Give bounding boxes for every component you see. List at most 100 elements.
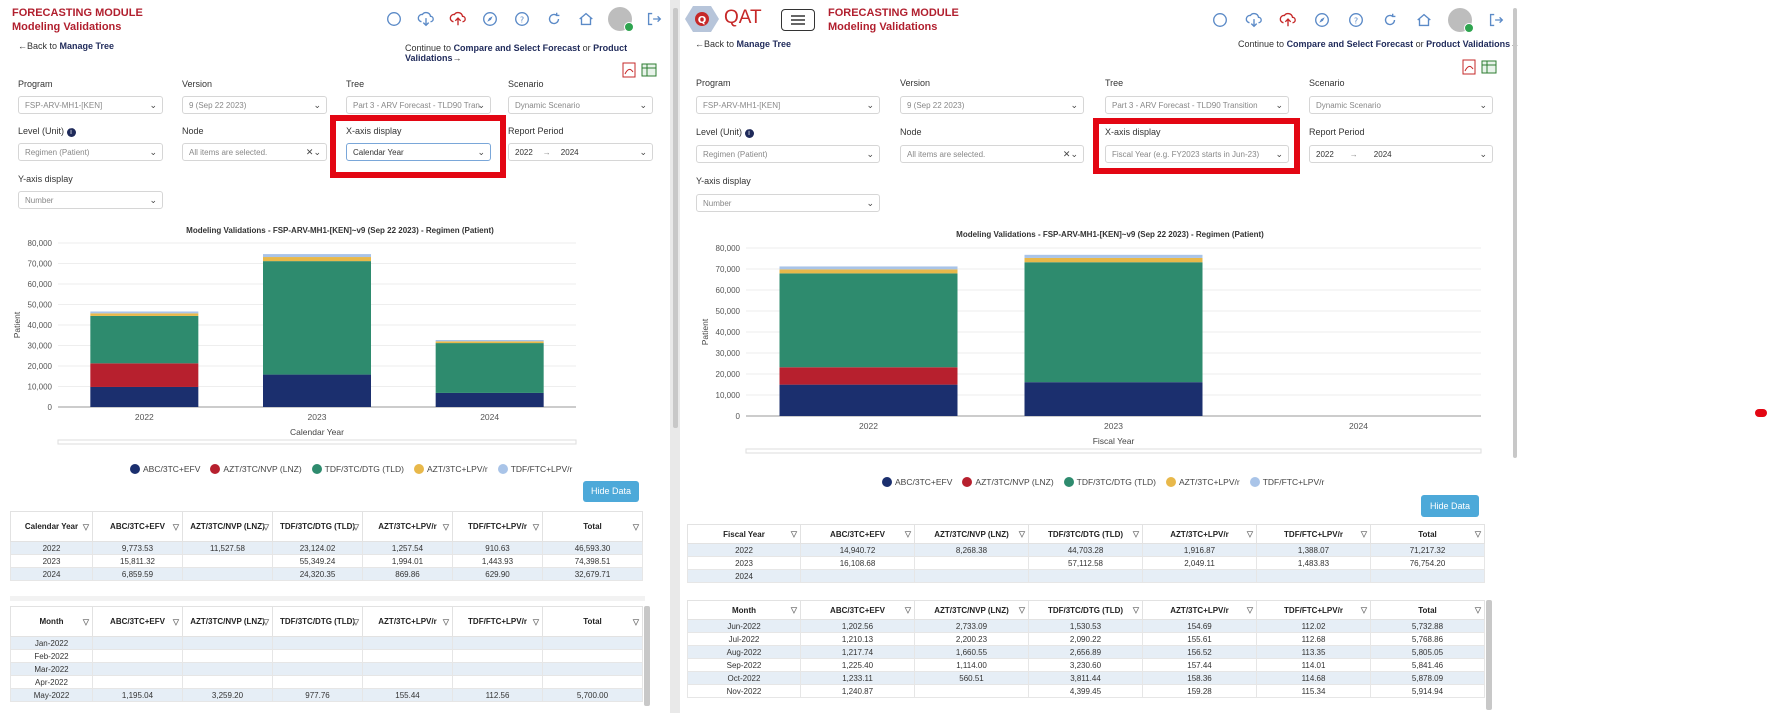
csv-export-icon[interactable] [1481, 60, 1497, 79]
logout-icon[interactable] [644, 9, 664, 29]
column-header[interactable]: ABC/3TC+EFV ▽ [800, 600, 915, 620]
filter-icon[interactable]: ▽ [1246, 529, 1253, 539]
filter-icon[interactable]: ▽ [1474, 529, 1481, 539]
table-row[interactable]: Jul-2022 1,210.13 2,200.23 2,090.22 155.61 11… [687, 632, 1485, 646]
compare-select-link[interactable]: Compare and Select Forecast [453, 43, 581, 53]
cloud-download-icon[interactable] [1244, 10, 1264, 30]
column-header[interactable]: TDF/FTC+LPV/r ▽ [1256, 600, 1371, 620]
filter-icon[interactable]: ▽ [172, 617, 179, 626]
table-row[interactable]: May-2022 1,195.04 3,259.20 977.76 155.44 112.… [10, 688, 643, 702]
table-row[interactable]: Mar-2022 [10, 662, 643, 676]
filter-icon[interactable]: ▽ [82, 522, 89, 531]
table-row[interactable]: 2024 [687, 569, 1485, 583]
column-header[interactable]: ABC/3TC+EFV ▽ [92, 511, 183, 542]
filter-icon[interactable]: ▽ [172, 522, 179, 531]
table-row[interactable]: 2023 15,811.32 55,349.24 1,994.01 1,443.93 74… [10, 554, 643, 568]
legend-item[interactable]: TDF/FTC+LPV/r [497, 464, 572, 474]
hide-data-button[interactable]: Hide Data [1421, 495, 1479, 517]
filter-icon[interactable]: ▽ [1018, 605, 1025, 615]
column-header[interactable]: ABC/3TC+EFV ▽ [800, 524, 915, 544]
table-row[interactable]: Aug-2022 1,217.74 1,660.55 2,656.89 156.52 11… [687, 645, 1485, 659]
legend-item[interactable]: TDF/3TC/DTG (TLD) [1063, 477, 1156, 487]
tree-select[interactable]: Part 3 - ARV Forecast - TLD90 Tran ⌄ [346, 96, 491, 114]
user-avatar[interactable] [608, 7, 634, 32]
compass-icon[interactable] [1312, 10, 1332, 30]
left-page-scrollbar[interactable] [673, 8, 678, 428]
yaxis-select[interactable]: Number ⌄ [696, 194, 880, 212]
xaxis-select[interactable]: Calendar Year ⌄ [346, 143, 491, 161]
pdf-export-icon[interactable] [1462, 59, 1476, 80]
node-multiselect[interactable]: All items are selected. ✕⌄ [182, 143, 327, 161]
column-header[interactable]: ABC/3TC+EFV ▽ [92, 606, 183, 637]
legend-item[interactable]: TDF/3TC/DTG (TLD) [311, 464, 404, 474]
table-row[interactable]: 2022 9,773.53 11,527.58 23,124.02 1,257.54 91… [10, 541, 643, 555]
manage-tree-link[interactable]: Manage Tree [59, 41, 115, 51]
help-icon[interactable]: ? [512, 9, 532, 29]
column-header[interactable]: Fiscal Year ▽ [687, 524, 801, 544]
compare-select-link[interactable]: Compare and Select Forecast [1286, 39, 1414, 49]
filter-icon[interactable]: ▽ [1474, 605, 1481, 615]
menu-toggle-button[interactable] [781, 9, 815, 31]
refresh-icon[interactable] [544, 9, 564, 29]
horizontal-scrollbar[interactable] [10, 596, 645, 601]
program-select[interactable]: FSP-ARV-MH1-[KEN] ⌄ [18, 96, 163, 114]
column-header[interactable]: AZT/3TC+LPV/r ▽ [1142, 524, 1257, 544]
column-header[interactable]: Total ▽ [542, 511, 643, 542]
column-header[interactable]: Total ▽ [1370, 600, 1485, 620]
filter-icon[interactable]: ▽ [1360, 529, 1367, 539]
filter-icon[interactable]: ▽ [1132, 605, 1139, 615]
compass-icon[interactable] [480, 9, 500, 29]
legend-item[interactable]: TDF/FTC+LPV/r [1249, 477, 1324, 487]
legend-item[interactable]: ABC/3TC+EFV [130, 464, 200, 474]
column-header[interactable]: Calendar Year ▽ [10, 511, 93, 542]
filter-icon[interactable]: ▽ [790, 605, 797, 615]
yaxis-select[interactable]: Number ⌄ [18, 191, 163, 209]
filter-icon[interactable]: ▽ [442, 522, 449, 531]
filter-icon[interactable]: ▽ [904, 529, 911, 539]
legend-item[interactable]: AZT/3TC+LPV/r [1165, 477, 1240, 487]
column-header[interactable]: AZT/3TC/NVP (LNZ) ▽ [182, 511, 273, 542]
table-row[interactable]: Oct-2022 1,233.11 560.51 3,811.44 158.36 114.… [687, 671, 1485, 685]
sync-icon[interactable] [384, 9, 404, 29]
cloud-upload-icon[interactable] [448, 9, 468, 29]
program-select[interactable]: FSP-ARV-MH1-[KEN] ⌄ [696, 96, 880, 114]
home-icon[interactable] [1414, 10, 1434, 30]
table-row[interactable]: Jun-2022 1,202.56 2,733.09 1,530.53 154.69 11… [687, 619, 1485, 633]
hide-data-button[interactable]: Hide Data [583, 481, 639, 502]
tree-select[interactable]: Part 3 - ARV Forecast - TLD90 Transition… [1105, 96, 1289, 114]
column-header[interactable]: AZT/3TC/NVP (LNZ) ▽ [914, 524, 1029, 544]
filter-icon[interactable]: ▽ [262, 617, 269, 626]
level-select[interactable]: Regimen (Patient) ⌄ [18, 143, 163, 161]
back-link[interactable]: ←Back to Manage Tree [18, 41, 115, 51]
level-select[interactable]: Regimen (Patient) ⌄ [696, 145, 880, 163]
table-row[interactable]: 2022 14,940.72 8,268.38 44,703.28 1,916.87 1,… [687, 543, 1485, 557]
filter-icon[interactable]: ▽ [352, 522, 359, 531]
filter-icon[interactable]: ▽ [790, 529, 797, 539]
refresh-icon[interactable] [1380, 10, 1400, 30]
filter-icon[interactable]: ▽ [1132, 529, 1139, 539]
column-header[interactable]: TDF/3TC/DTG (TLD) ▽ [272, 511, 363, 542]
column-header[interactable]: TDF/3TC/DTG (TLD) ▽ [1028, 600, 1143, 620]
table-row[interactable]: Sep-2022 1,225.40 1,114.00 3,230.60 157.44 11… [687, 658, 1485, 672]
table-row[interactable]: Feb-2022 [10, 649, 643, 663]
table-row[interactable]: Apr-2022 [10, 675, 643, 689]
report-period-range[interactable]: 2022 → 2024 ⌄ [1309, 145, 1493, 163]
column-header[interactable]: TDF/3TC/DTG (TLD) ▽ [272, 606, 363, 637]
help-icon[interactable]: ? [1346, 10, 1366, 30]
filter-icon[interactable]: ▽ [532, 617, 539, 626]
product-validations-link[interactable]: Product Validations [1426, 39, 1511, 49]
filter-icon[interactable]: ▽ [904, 605, 911, 615]
table-scrollbar[interactable] [644, 606, 650, 706]
report-period-range[interactable]: 2022 → 2024 ⌄ [508, 143, 653, 161]
column-header[interactable]: AZT/3TC+LPV/r ▽ [1142, 600, 1257, 620]
legend-item[interactable]: AZT/3TC+LPV/r [413, 464, 488, 474]
clear-and-chevron-icon[interactable]: ✕⌄ [305, 147, 321, 157]
user-avatar[interactable] [1448, 8, 1474, 33]
filter-icon[interactable]: ▽ [532, 522, 539, 531]
legend-item[interactable]: AZT/3TC/NVP (LNZ) [962, 477, 1054, 487]
filter-icon[interactable]: ▽ [1246, 605, 1253, 615]
scenario-select[interactable]: Dynamic Scenario ⌄ [1309, 96, 1493, 114]
column-header[interactable]: TDF/FTC+LPV/r ▽ [452, 606, 543, 637]
filter-icon[interactable]: ▽ [352, 617, 359, 626]
version-select[interactable]: 9 (Sep 22 2023) ⌄ [182, 96, 327, 114]
